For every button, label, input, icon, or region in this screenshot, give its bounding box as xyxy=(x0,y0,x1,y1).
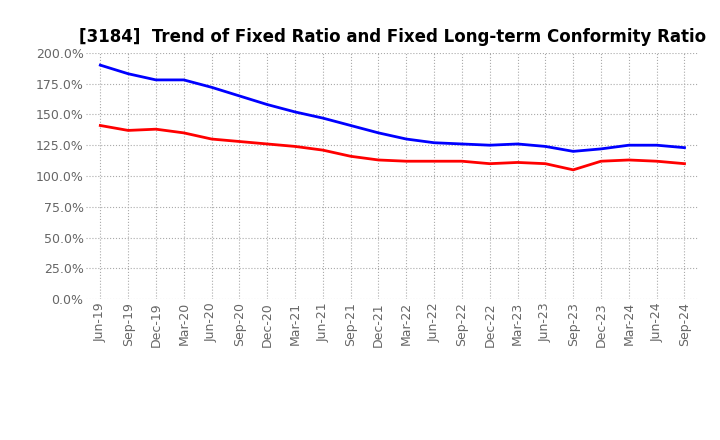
Fixed Ratio xyxy=(680,145,689,150)
Fixed Ratio xyxy=(263,102,271,107)
Fixed Ratio xyxy=(346,123,355,128)
Fixed Long-term Conformity Ratio xyxy=(680,161,689,166)
Line: Fixed Long-term Conformity Ratio: Fixed Long-term Conformity Ratio xyxy=(100,125,685,170)
Fixed Ratio xyxy=(179,77,188,83)
Fixed Long-term Conformity Ratio xyxy=(569,167,577,172)
Fixed Long-term Conformity Ratio xyxy=(96,123,104,128)
Fixed Ratio xyxy=(207,84,216,90)
Fixed Ratio xyxy=(624,143,633,148)
Line: Fixed Ratio: Fixed Ratio xyxy=(100,65,685,151)
Fixed Long-term Conformity Ratio xyxy=(263,141,271,147)
Fixed Ratio xyxy=(374,130,383,136)
Fixed Long-term Conformity Ratio xyxy=(179,130,188,136)
Fixed Ratio xyxy=(402,136,410,142)
Fixed Long-term Conformity Ratio xyxy=(124,128,132,133)
Fixed Ratio xyxy=(235,93,243,99)
Fixed Long-term Conformity Ratio xyxy=(374,158,383,163)
Fixed Long-term Conformity Ratio xyxy=(485,161,494,166)
Fixed Long-term Conformity Ratio xyxy=(458,158,467,164)
Fixed Ratio xyxy=(96,62,104,68)
Fixed Long-term Conformity Ratio xyxy=(652,158,661,164)
Fixed Ratio xyxy=(569,149,577,154)
Fixed Long-term Conformity Ratio xyxy=(207,136,216,142)
Fixed Long-term Conformity Ratio xyxy=(541,161,550,166)
Fixed Ratio xyxy=(430,140,438,145)
Fixed Long-term Conformity Ratio xyxy=(235,139,243,144)
Title: [3184]  Trend of Fixed Ratio and Fixed Long-term Conformity Ratio: [3184] Trend of Fixed Ratio and Fixed Lo… xyxy=(78,28,706,46)
Fixed Long-term Conformity Ratio xyxy=(597,158,606,164)
Fixed Long-term Conformity Ratio xyxy=(513,160,522,165)
Fixed Ratio xyxy=(513,141,522,147)
Fixed Ratio xyxy=(152,77,161,83)
Fixed Long-term Conformity Ratio xyxy=(291,144,300,149)
Fixed Ratio xyxy=(318,115,327,121)
Fixed Ratio xyxy=(541,144,550,149)
Fixed Long-term Conformity Ratio xyxy=(152,127,161,132)
Fixed Ratio xyxy=(597,146,606,151)
Fixed Ratio xyxy=(652,143,661,148)
Fixed Ratio xyxy=(124,71,132,77)
Fixed Long-term Conformity Ratio xyxy=(624,158,633,163)
Fixed Long-term Conformity Ratio xyxy=(430,158,438,164)
Fixed Long-term Conformity Ratio xyxy=(318,147,327,153)
Fixed Long-term Conformity Ratio xyxy=(346,154,355,159)
Fixed Ratio xyxy=(485,143,494,148)
Fixed Ratio xyxy=(458,141,467,147)
Fixed Ratio xyxy=(291,109,300,114)
Fixed Long-term Conformity Ratio xyxy=(402,158,410,164)
